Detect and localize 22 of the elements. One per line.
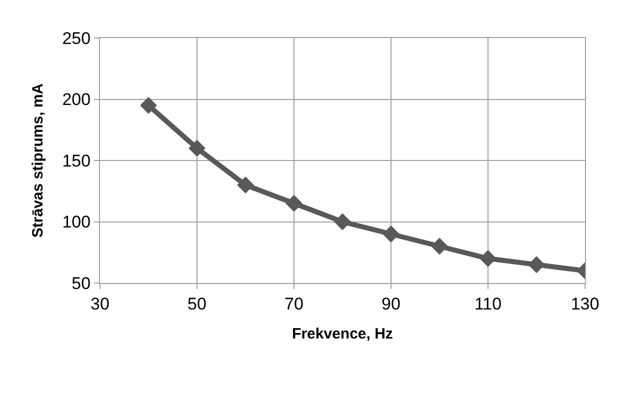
- y-tick-label: 200: [62, 90, 91, 110]
- point: [480, 250, 496, 267]
- y-axis-title: Strāvas stiprums, mA: [29, 83, 46, 238]
- point: [286, 194, 302, 212]
- x-axis-title: Frekvence, Hz: [292, 325, 393, 342]
- y-tick-label: 250: [62, 28, 91, 48]
- point: [528, 256, 545, 274]
- x-tick-label: 30: [90, 294, 110, 314]
- point: [140, 96, 157, 114]
- x-tick-label: 50: [188, 294, 206, 314]
- y-tick-label: 100: [62, 212, 91, 232]
- x-tick-label: 70: [284, 294, 304, 314]
- point: [188, 140, 206, 157]
- x-tick-label: 110: [474, 294, 502, 314]
- x-tick-label: 130: [570, 294, 600, 314]
- point: [237, 176, 254, 194]
- point: [334, 213, 351, 230]
- x-tick-label: 90: [382, 294, 400, 314]
- point: [382, 226, 400, 242]
- y-tick-label: 50: [72, 274, 91, 293]
- y-tick-label: 150: [62, 151, 91, 170]
- point: [431, 238, 448, 255]
